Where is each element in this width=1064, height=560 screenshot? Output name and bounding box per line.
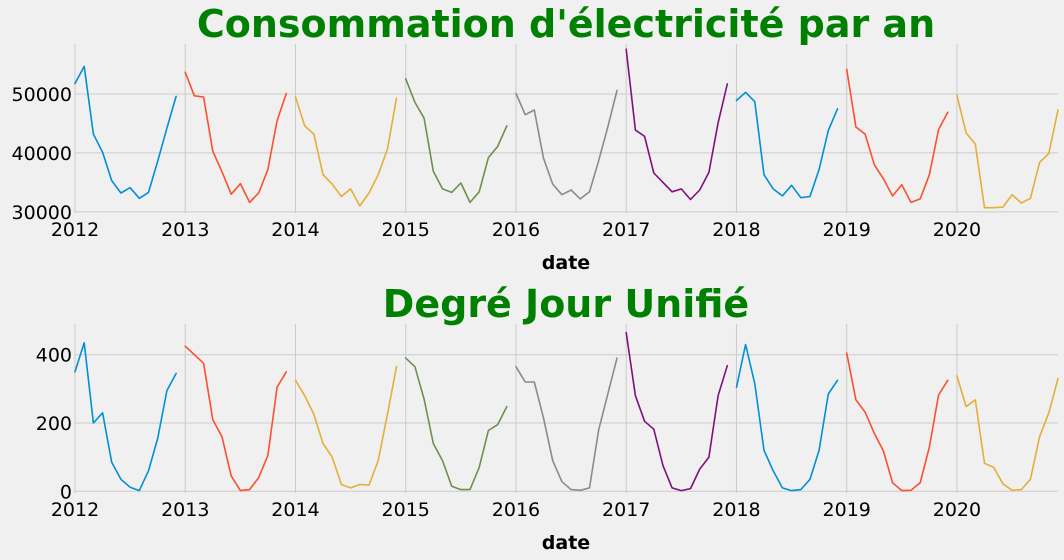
x-tick-label: 2015 bbox=[382, 499, 430, 521]
grid bbox=[74, 324, 1058, 493]
series-line-2015 bbox=[404, 357, 508, 491]
series-line-2020 bbox=[956, 94, 1059, 209]
x-tick-label: 2016 bbox=[492, 499, 540, 521]
y-tick-label: 40000 bbox=[12, 143, 72, 165]
x-tick-label: 2019 bbox=[823, 499, 871, 521]
chart-dju: Degré Jour Unifié 2012 2013 2014 2015 2016 20… bbox=[36, 282, 1059, 554]
series-line-2018 bbox=[735, 343, 839, 492]
series-line-2014 bbox=[294, 365, 398, 489]
series-line-2013 bbox=[184, 345, 288, 492]
series-line-2013 bbox=[184, 71, 288, 204]
series-lines bbox=[74, 331, 1059, 492]
x-tick-label: 2019 bbox=[823, 219, 871, 241]
series-line-2016 bbox=[515, 357, 618, 492]
chart-title: Degré Jour Unifié bbox=[383, 282, 749, 326]
x-tick-label: 2013 bbox=[161, 499, 209, 521]
x-tick-label: 2013 bbox=[161, 219, 209, 241]
x-tick-label: 2018 bbox=[712, 219, 760, 241]
y-tick-label: 0 bbox=[60, 481, 72, 503]
x-tick-label: 2020 bbox=[933, 499, 981, 521]
series-lines bbox=[74, 48, 1059, 209]
series-line-2014 bbox=[294, 96, 398, 207]
y-tick-labels: 30000 40000 50000 bbox=[12, 84, 72, 224]
series-line-2012 bbox=[74, 341, 177, 492]
x-tick-label: 2014 bbox=[271, 219, 319, 241]
x-tick-label: 2018 bbox=[712, 499, 760, 521]
series-line-2017 bbox=[625, 331, 729, 492]
x-tick-label: 2012 bbox=[51, 499, 99, 521]
series-line-2019 bbox=[845, 68, 949, 204]
series-line-2016 bbox=[515, 89, 618, 200]
x-tick-label: 2014 bbox=[271, 499, 319, 521]
chart-electricity: Consommation d'électricité par an 2012 20… bbox=[12, 2, 1059, 274]
x-tick-label: 2017 bbox=[602, 499, 650, 521]
y-tick-label: 50000 bbox=[12, 84, 72, 106]
y-tick-label: 400 bbox=[36, 345, 72, 367]
x-tick-labels: 2012 2013 2014 2015 2016 2017 2018 2019 2020 bbox=[51, 499, 981, 521]
series-line-2015 bbox=[404, 77, 508, 204]
series-line-2017 bbox=[625, 48, 729, 201]
series-line-2019 bbox=[845, 352, 949, 492]
x-tick-label: 2015 bbox=[382, 219, 430, 241]
chart-title: Consommation d'électricité par an bbox=[197, 2, 935, 46]
y-tick-labels: 0 200 400 bbox=[36, 345, 72, 504]
x-axis-label: date bbox=[542, 532, 590, 554]
x-tick-labels: 2012 2013 2014 2015 2016 2017 2018 2019 2020 bbox=[51, 219, 981, 241]
series-line-2018 bbox=[735, 91, 839, 199]
series-line-2020 bbox=[956, 375, 1059, 492]
x-axis-label: date bbox=[542, 252, 590, 274]
series-line-2012 bbox=[74, 65, 177, 200]
y-tick-label: 30000 bbox=[12, 202, 72, 224]
x-tick-label: 2016 bbox=[492, 219, 540, 241]
x-tick-label: 2012 bbox=[51, 219, 99, 241]
y-tick-label: 200 bbox=[36, 413, 72, 435]
x-tick-label: 2020 bbox=[933, 219, 981, 241]
x-tick-label: 2017 bbox=[602, 219, 650, 241]
